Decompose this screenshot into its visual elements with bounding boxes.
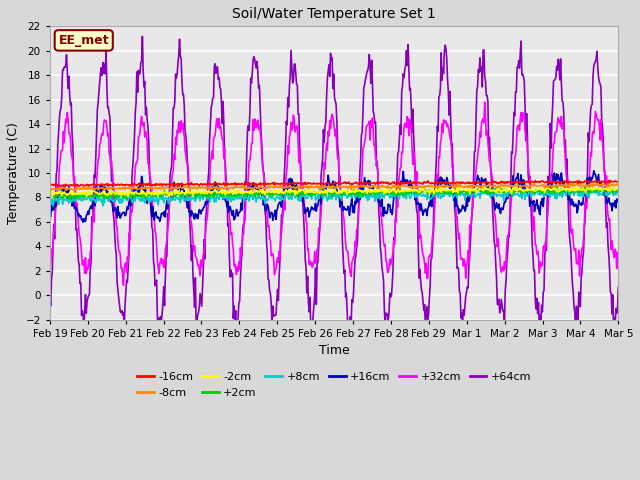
+16cm — [420, 208, 428, 214]
-8cm — [404, 184, 412, 190]
+8cm — [578, 185, 586, 191]
+64cm — [204, 185, 211, 191]
+64cm — [572, 331, 579, 336]
Line: -16cm: -16cm — [50, 180, 618, 186]
-8cm — [420, 185, 428, 191]
Text: EE_met: EE_met — [58, 34, 109, 47]
+16cm — [79, 219, 87, 225]
+8cm — [204, 195, 211, 201]
-16cm — [116, 182, 124, 188]
-8cm — [62, 188, 70, 193]
+2cm — [46, 195, 54, 201]
-2cm — [614, 185, 622, 191]
-16cm — [563, 178, 571, 183]
+16cm — [173, 184, 181, 190]
-16cm — [173, 181, 181, 187]
+8cm — [404, 191, 412, 197]
+32cm — [173, 128, 181, 133]
+16cm — [56, 189, 64, 194]
+16cm — [204, 199, 211, 205]
-16cm — [614, 179, 622, 184]
Line: +8cm: +8cm — [50, 188, 618, 206]
+2cm — [553, 184, 561, 190]
-16cm — [204, 182, 211, 188]
+2cm — [116, 193, 124, 199]
-16cm — [56, 183, 64, 189]
Y-axis label: Temperature (C): Temperature (C) — [7, 122, 20, 224]
+16cm — [404, 179, 412, 185]
+64cm — [404, 42, 412, 48]
+64cm — [138, 34, 146, 39]
-2cm — [115, 189, 122, 194]
+16cm — [116, 210, 124, 216]
+64cm — [420, 302, 428, 308]
+16cm — [590, 168, 598, 174]
-2cm — [46, 190, 54, 196]
+8cm — [46, 202, 54, 208]
-8cm — [594, 180, 602, 186]
+64cm — [614, 285, 622, 290]
-16cm — [420, 179, 428, 185]
-2cm — [584, 183, 591, 189]
+2cm — [65, 196, 73, 202]
+32cm — [481, 99, 488, 105]
+64cm — [56, 108, 64, 114]
Line: -8cm: -8cm — [50, 183, 618, 191]
+32cm — [56, 158, 64, 164]
Legend: -16cm, -8cm, -2cm, +2cm, +8cm, +16cm, +32cm, +64cm: -16cm, -8cm, -2cm, +2cm, +8cm, +16cm, +3… — [132, 368, 536, 402]
+16cm — [614, 199, 622, 205]
+2cm — [56, 193, 64, 199]
-16cm — [46, 182, 54, 188]
Title: Soil/Water Temperature Set 1: Soil/Water Temperature Set 1 — [232, 7, 436, 21]
-16cm — [404, 180, 412, 185]
-2cm — [56, 188, 64, 193]
-2cm — [204, 191, 211, 197]
+2cm — [614, 188, 622, 193]
+2cm — [204, 191, 211, 197]
Line: +32cm: +32cm — [50, 102, 618, 285]
+8cm — [116, 200, 124, 206]
+8cm — [420, 193, 428, 199]
+64cm — [115, 295, 122, 300]
+16cm — [46, 216, 54, 221]
+8cm — [173, 195, 181, 201]
+2cm — [420, 187, 428, 192]
-2cm — [404, 188, 412, 194]
-2cm — [124, 194, 132, 200]
Line: +2cm: +2cm — [50, 187, 618, 199]
-2cm — [173, 188, 181, 194]
X-axis label: Time: Time — [319, 344, 349, 357]
-8cm — [56, 187, 64, 193]
+8cm — [57, 196, 65, 202]
+64cm — [46, 292, 54, 298]
+32cm — [204, 216, 211, 222]
+32cm — [614, 254, 622, 260]
+32cm — [420, 261, 428, 267]
Line: +64cm: +64cm — [50, 36, 618, 334]
+32cm — [115, 248, 122, 253]
Line: -2cm: -2cm — [50, 186, 618, 197]
+2cm — [404, 190, 412, 195]
-2cm — [420, 190, 428, 196]
-8cm — [46, 186, 54, 192]
Line: +16cm: +16cm — [50, 171, 618, 222]
+8cm — [49, 203, 57, 209]
+32cm — [404, 118, 412, 123]
-8cm — [116, 184, 124, 190]
+32cm — [120, 282, 127, 288]
+32cm — [46, 263, 54, 269]
-8cm — [173, 186, 181, 192]
+8cm — [614, 190, 622, 196]
+2cm — [173, 191, 181, 197]
-16cm — [104, 183, 112, 189]
-8cm — [204, 185, 211, 191]
-8cm — [614, 182, 622, 188]
+64cm — [173, 71, 181, 76]
